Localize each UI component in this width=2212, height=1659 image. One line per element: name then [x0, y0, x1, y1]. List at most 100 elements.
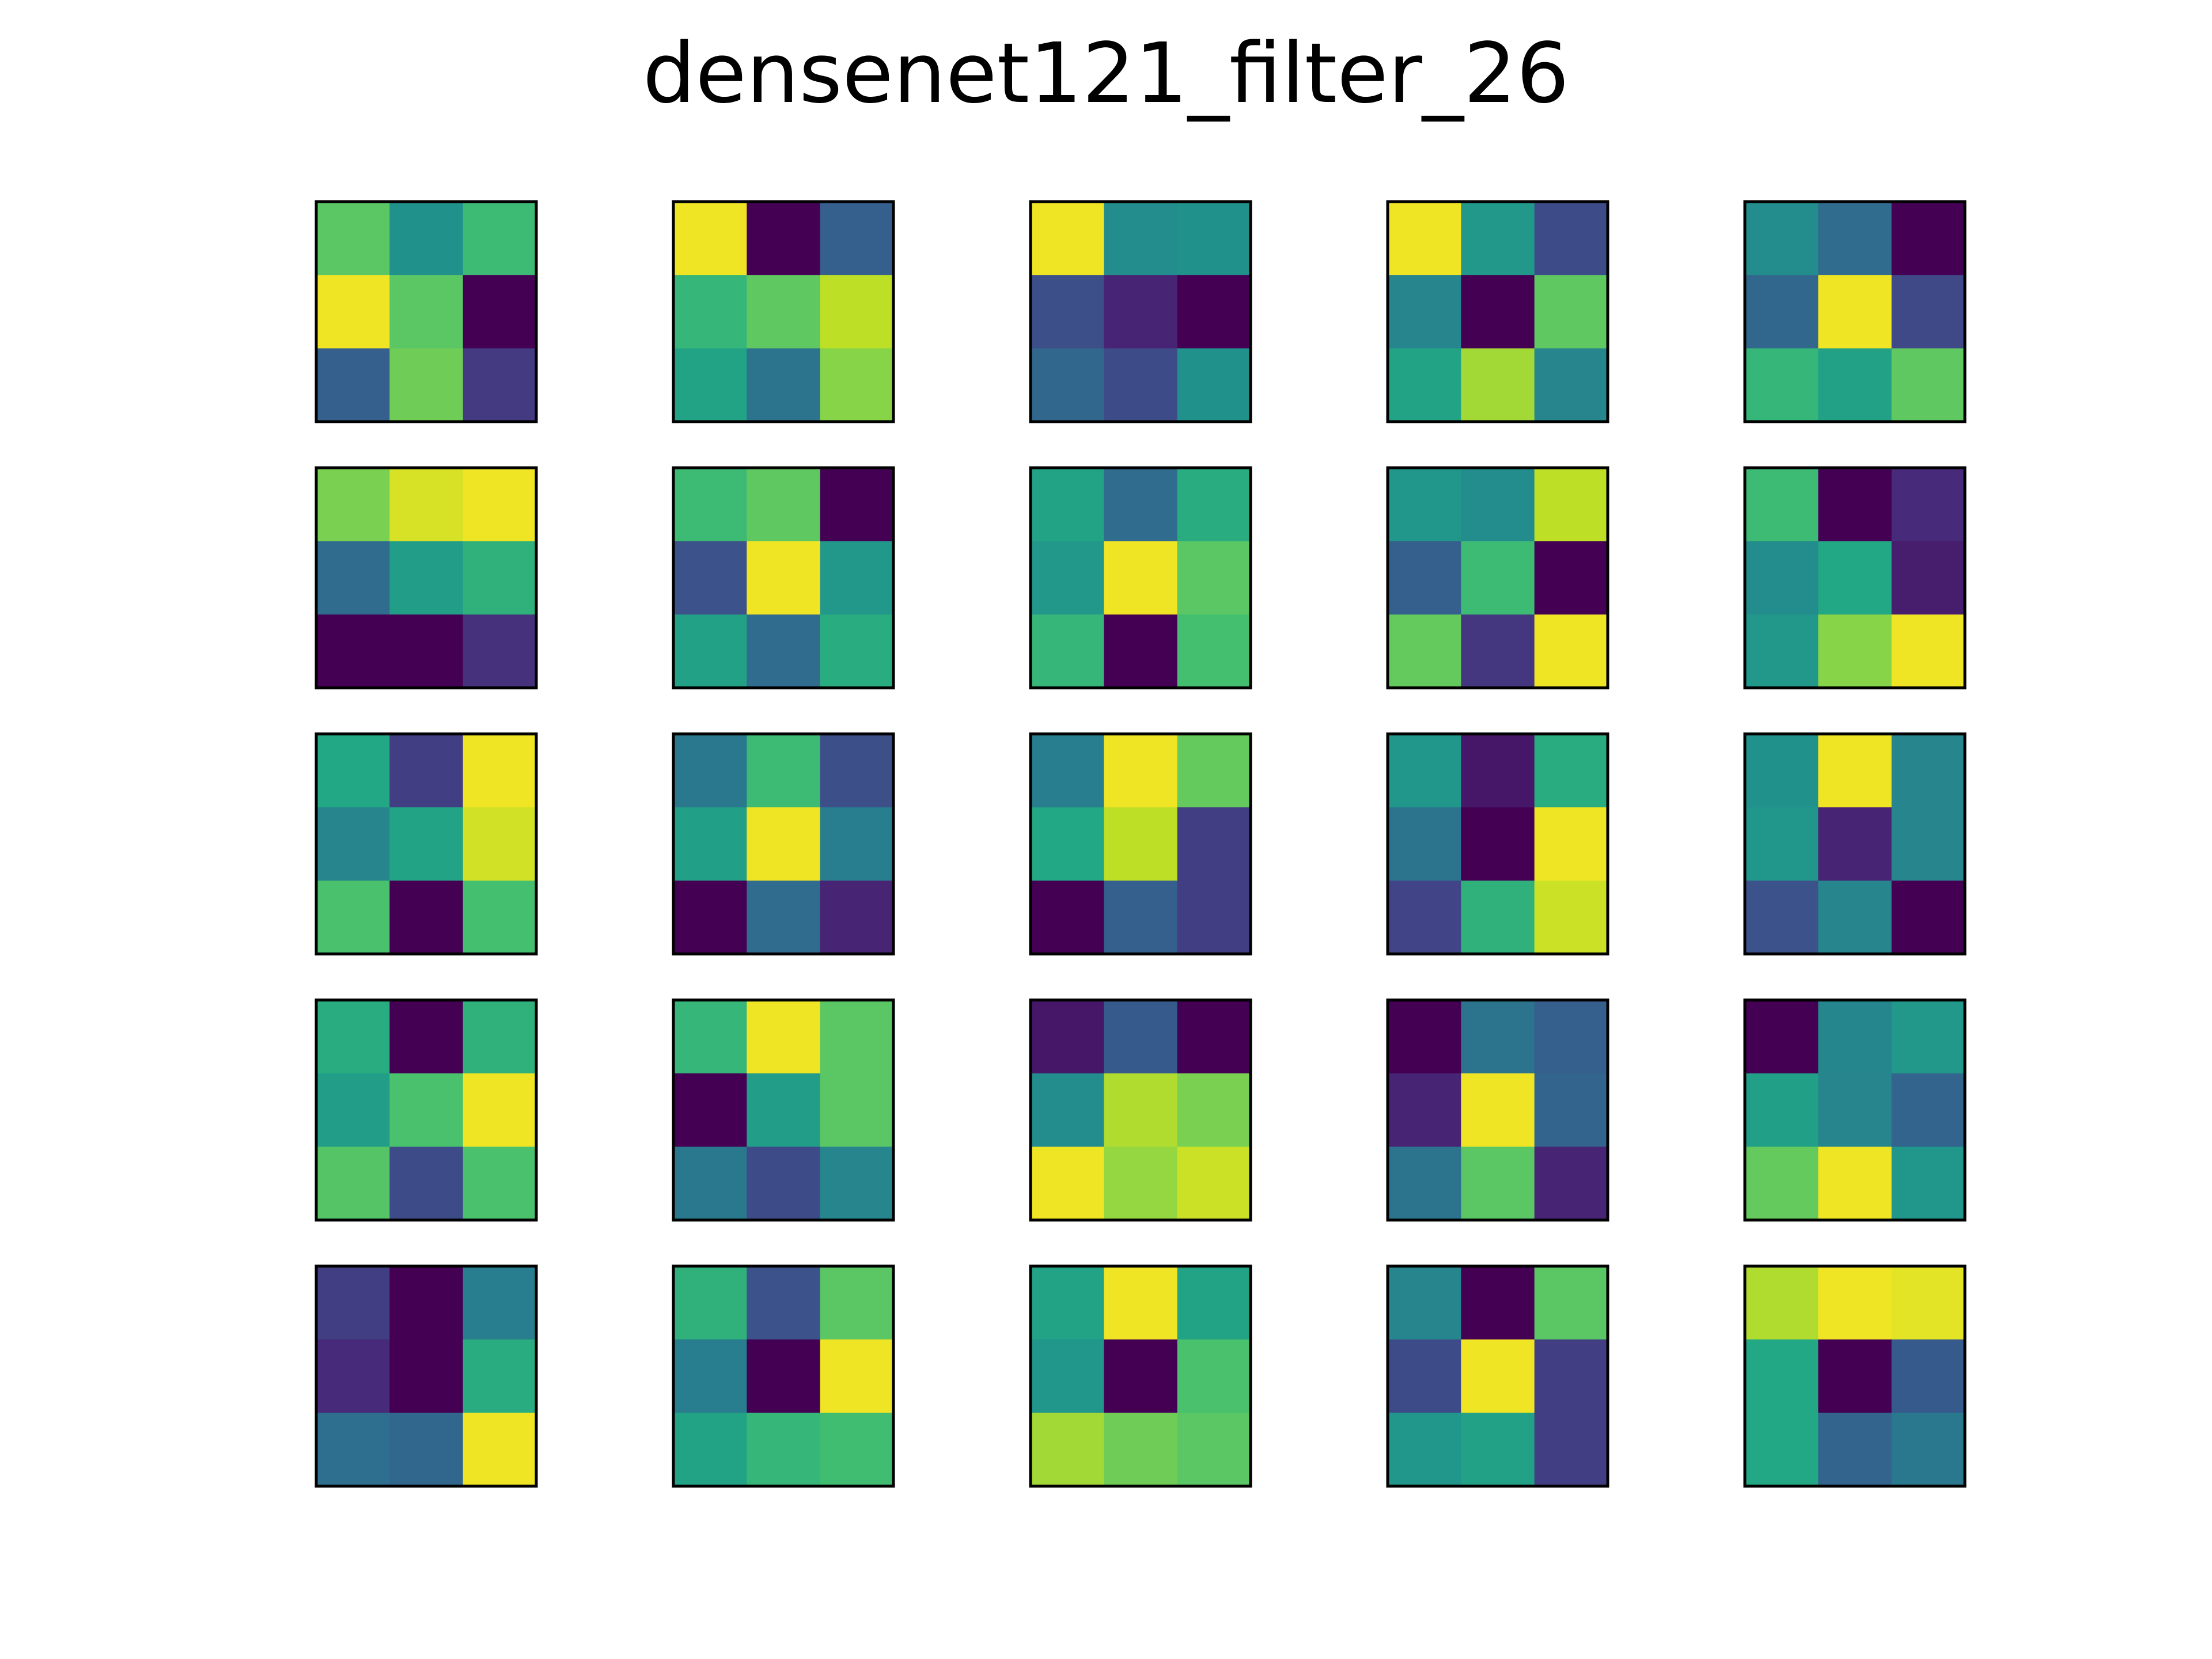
heatmap-cell	[747, 1073, 821, 1147]
heatmap-cell	[316, 541, 390, 615]
filter-panel-18	[1029, 998, 1252, 1222]
heatmap-cell	[820, 1412, 894, 1487]
heatmap-cell	[1177, 202, 1251, 275]
heatmap-cell	[389, 1412, 464, 1487]
heatmap-cell	[1461, 202, 1535, 275]
panel-frame	[1386, 1264, 1609, 1488]
heatmap-cell	[316, 880, 390, 955]
panel-frame	[672, 1264, 895, 1488]
heatmap-cell	[316, 807, 390, 881]
heatmap-cell	[463, 1000, 537, 1074]
heatmap-cell	[316, 1073, 390, 1147]
heatmap-cell	[463, 1339, 537, 1414]
heatmap-cell	[673, 468, 747, 541]
heatmap-cell	[1891, 202, 1965, 275]
heatmap-cell	[1818, 541, 1892, 615]
heatmap-cell	[1031, 614, 1104, 688]
heatmap-cell	[1031, 1000, 1104, 1074]
heatmap-cell	[1534, 614, 1608, 688]
heatmap-cell	[1461, 1339, 1535, 1414]
heatmap-cell	[1104, 1073, 1178, 1147]
heatmap-cell	[747, 275, 821, 349]
heatmap-cell	[389, 1339, 464, 1414]
heatmap-cell	[1031, 541, 1104, 615]
heatmap-cell	[1745, 1146, 1819, 1221]
heatmap-cell	[1818, 1146, 1892, 1221]
heatmap-cell	[1104, 348, 1178, 422]
filter-panel-7	[672, 466, 895, 690]
heatmap-cell	[673, 275, 747, 349]
panel-frame	[672, 732, 895, 956]
heatmap-cell	[1177, 1073, 1251, 1147]
filter-panel-23	[1029, 1264, 1252, 1488]
heatmap-cell	[1534, 880, 1608, 955]
heatmap-cell	[1031, 1339, 1104, 1414]
heatmap-cell	[1031, 880, 1104, 955]
heatmap-cell	[673, 1266, 747, 1340]
heatmap-cell	[1461, 541, 1535, 615]
panel-frame	[1386, 998, 1609, 1222]
heatmap-cell	[1891, 734, 1965, 808]
heatmap-cell	[673, 880, 747, 955]
panel-frame	[315, 200, 538, 423]
heatmap-cell	[389, 202, 464, 275]
heatmap-cell	[673, 202, 747, 275]
heatmap-cell	[747, 614, 821, 688]
heatmap-cell	[1031, 1412, 1104, 1487]
heatmap-cell	[1461, 1146, 1535, 1221]
heatmap-cell	[820, 1073, 894, 1147]
heatmap-cell	[1461, 807, 1535, 881]
heatmap-cell	[389, 734, 464, 808]
heatmap-cell	[463, 1412, 537, 1487]
heatmap-cell	[316, 1266, 390, 1340]
heatmap-cell	[1388, 1412, 1461, 1487]
heatmap-cell	[673, 614, 747, 688]
filter-panel-5	[1743, 200, 1967, 423]
heatmap-cell	[820, 734, 894, 808]
heatmap-cell	[820, 1146, 894, 1221]
heatmap-cell	[1745, 1266, 1819, 1340]
filter-panel-4	[1386, 200, 1609, 423]
heatmap-cell	[1177, 614, 1251, 688]
heatmap-cell	[673, 348, 747, 422]
heatmap-cell	[1177, 1412, 1251, 1487]
heatmap-cell	[1388, 202, 1461, 275]
heatmap-cell	[316, 734, 390, 808]
heatmap-cell	[673, 1073, 747, 1147]
heatmap-cell	[1388, 614, 1461, 688]
panel-frame	[1743, 998, 1967, 1222]
heatmap-cell	[1534, 734, 1608, 808]
heatmap-cell	[1388, 1266, 1461, 1340]
heatmap-cell	[1104, 1000, 1178, 1074]
panel-frame	[1029, 998, 1252, 1222]
heatmap-cell	[1388, 1073, 1461, 1147]
heatmap-cell	[673, 734, 747, 808]
panel-frame	[1743, 732, 1967, 956]
panel-frame	[315, 1264, 538, 1488]
heatmap-cell	[1891, 541, 1965, 615]
panel-frame	[1743, 200, 1967, 423]
panel-frame	[1029, 732, 1252, 956]
heatmap-cell	[747, 807, 821, 881]
heatmap-cell	[747, 1000, 821, 1074]
heatmap-cell	[747, 541, 821, 615]
heatmap-cell	[1534, 1073, 1608, 1147]
heatmap-cell	[316, 468, 390, 541]
heatmap-cell	[389, 541, 464, 615]
filter-panel-14	[1386, 732, 1609, 956]
heatmap-cell	[389, 880, 464, 955]
heatmap-cell	[1745, 468, 1819, 541]
heatmap-cell	[1891, 1412, 1965, 1487]
heatmap-cell	[1461, 468, 1535, 541]
heatmap-cell	[1818, 1073, 1892, 1147]
heatmap-cell	[1818, 1412, 1892, 1487]
heatmap-cell	[463, 880, 537, 955]
heatmap-cell	[673, 1000, 747, 1074]
heatmap-cell	[316, 202, 390, 275]
heatmap-cell	[747, 1266, 821, 1340]
filter-panel-17	[672, 998, 895, 1222]
heatmap-cell	[316, 1412, 390, 1487]
heatmap-cell	[1388, 880, 1461, 955]
heatmap-cell	[1461, 1412, 1535, 1487]
